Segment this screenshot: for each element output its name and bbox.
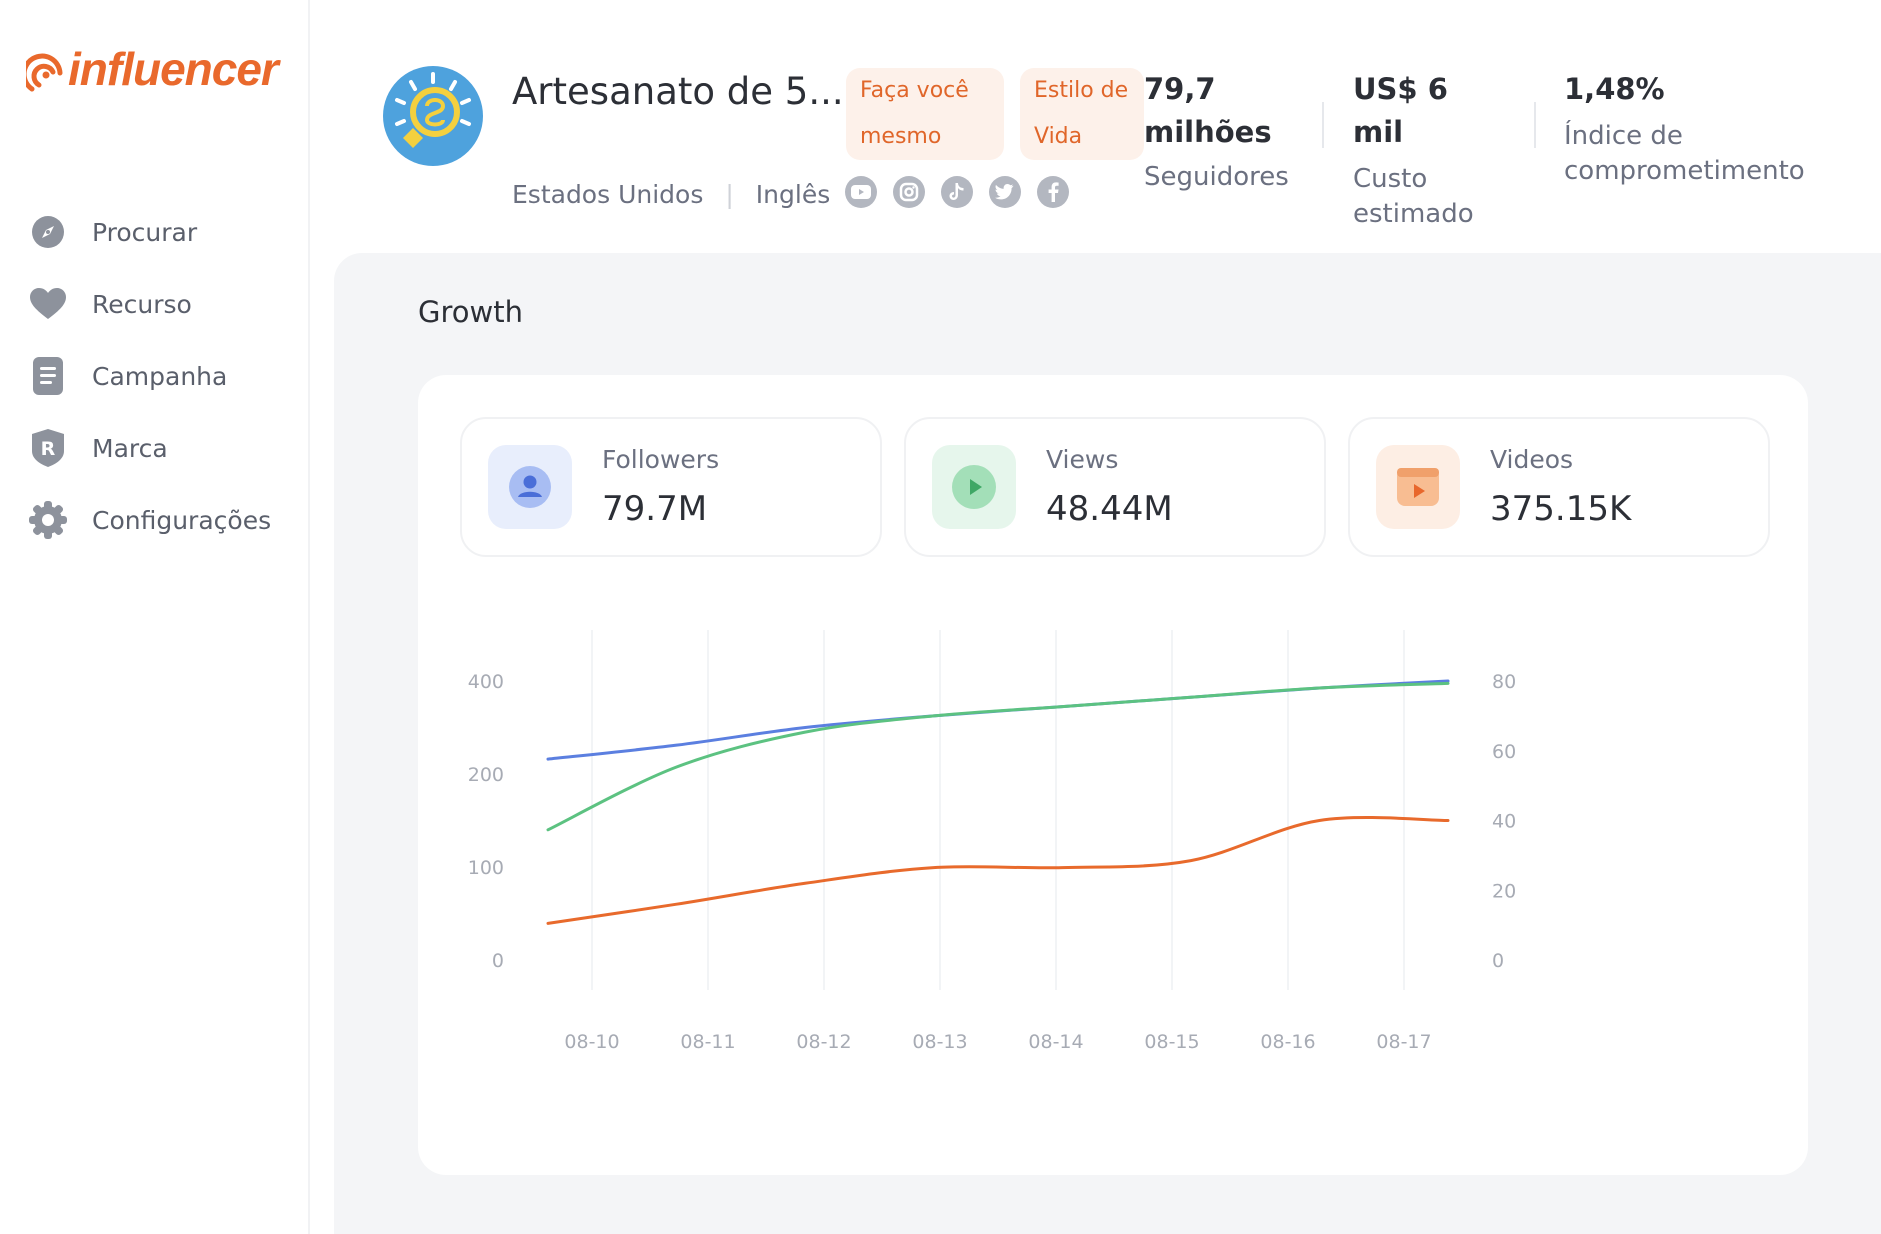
x-tick-label: 08-17 bbox=[1376, 1031, 1431, 1053]
category-tag[interactable]: Estilo de Vida bbox=[1020, 68, 1144, 160]
sidebar-item-procurar[interactable]: Procurar bbox=[28, 196, 271, 268]
y-left-tick-label: 100 bbox=[468, 857, 504, 879]
facebook-icon[interactable] bbox=[1037, 176, 1069, 208]
sidebar-nav: Procurar Recurso Campanha R Marca bbox=[28, 196, 271, 556]
logo-text: influencer bbox=[68, 43, 279, 95]
y-right-tick-label: 20 bbox=[1492, 880, 1516, 902]
play-icon bbox=[932, 445, 1016, 529]
sidebar-item-label: Marca bbox=[92, 433, 168, 463]
stat-divider bbox=[1534, 102, 1536, 148]
x-tick-label: 08-16 bbox=[1260, 1031, 1315, 1053]
sidebar-item-label: Recurso bbox=[92, 289, 192, 319]
sidebar-item-label: Procurar bbox=[92, 217, 198, 247]
social-links bbox=[845, 176, 1069, 208]
metric-value: 375.15K bbox=[1490, 489, 1632, 529]
stat-label: Seguidores bbox=[1144, 162, 1289, 192]
category-tag[interactable]: Faça você mesmo bbox=[846, 68, 1004, 160]
series-line-2 bbox=[546, 816, 1450, 925]
stat-followers: 79,7 milhões Seguidores bbox=[1144, 68, 1294, 195]
sidebar-item-recurso[interactable]: Recurso bbox=[28, 268, 271, 340]
svg-text:R: R bbox=[41, 438, 56, 460]
sidebar-item-campanha[interactable]: Campanha bbox=[28, 340, 271, 412]
series-line-1 bbox=[546, 681, 1450, 832]
sidebar-item-label: Configurações bbox=[92, 505, 272, 535]
instagram-icon[interactable] bbox=[893, 176, 925, 208]
main-content: Growth Followers 79.7M Views 48.44M Vide… bbox=[334, 253, 1881, 1234]
profile-name: Artesanato de 5... bbox=[512, 70, 844, 113]
section-title: Growth bbox=[418, 295, 523, 329]
y-right-tick-label: 60 bbox=[1492, 741, 1516, 763]
metric-label: Videos bbox=[1490, 445, 1574, 474]
growth-chart: 08-10 08-11 08-12 08-13 08-14 08-15 08-16 08-17… bbox=[468, 630, 1516, 1053]
sidebar-item-marca[interactable]: R Marca bbox=[28, 412, 271, 484]
stat-value: US$ 6 mil bbox=[1353, 72, 1448, 149]
sidebar: influencer Procurar Recurso Campanha R M… bbox=[0, 0, 310, 1234]
y-right-tick-label: 0 bbox=[1492, 950, 1504, 972]
user-icon bbox=[488, 445, 572, 529]
x-tick-label: 08-15 bbox=[1144, 1031, 1199, 1053]
stat-label: Custo estimado bbox=[1353, 164, 1474, 229]
profile-language: Inglês bbox=[755, 180, 831, 209]
avatar[interactable] bbox=[383, 66, 483, 166]
metric-value: 79.7M bbox=[602, 489, 708, 529]
x-tick-label: 08-13 bbox=[912, 1031, 967, 1053]
x-tick-label: 08-12 bbox=[796, 1031, 851, 1053]
stat-divider bbox=[1322, 102, 1324, 148]
profile-header: Artesanato de 5... Estados Unidos | Ingl… bbox=[310, 0, 1881, 253]
metric-card-views: Views 48.44M bbox=[904, 417, 1326, 557]
y-right-tick-label: 40 bbox=[1492, 811, 1516, 833]
twitter-icon[interactable] bbox=[989, 176, 1021, 208]
logo-signal-icon bbox=[26, 53, 63, 92]
youtube-icon[interactable] bbox=[845, 176, 877, 208]
meta-divider: | bbox=[725, 180, 734, 209]
document-icon bbox=[28, 356, 68, 396]
y-left-tick-label: 0 bbox=[492, 950, 504, 972]
video-icon bbox=[1376, 445, 1460, 529]
heart-icon bbox=[28, 284, 68, 324]
app-logo[interactable]: influencer bbox=[26, 42, 279, 96]
y-left-tick-label: 400 bbox=[468, 671, 504, 693]
y-left-tick-label: 200 bbox=[468, 764, 504, 786]
stat-estimated-cost: US$ 6 mil Custo estimado bbox=[1353, 68, 1503, 232]
x-tick-label: 08-10 bbox=[564, 1031, 619, 1053]
sidebar-item-label: Campanha bbox=[92, 361, 228, 391]
metric-label: Views bbox=[1046, 445, 1119, 474]
tiktok-icon[interactable] bbox=[941, 176, 973, 208]
metric-card-videos: Videos 375.15K bbox=[1348, 417, 1770, 557]
stat-label: Índice de comprometimento bbox=[1564, 121, 1805, 186]
stat-value: 1,48% bbox=[1564, 72, 1665, 106]
gear-icon bbox=[28, 500, 68, 540]
profile-meta: Estados Unidos | Inglês bbox=[512, 180, 830, 209]
sidebar-item-configuracoes[interactable]: Configurações bbox=[28, 484, 271, 556]
compass-icon bbox=[28, 212, 68, 252]
metric-label: Followers bbox=[602, 445, 720, 474]
profile-country: Estados Unidos bbox=[512, 180, 704, 209]
y-right-tick-label: 80 bbox=[1492, 671, 1516, 693]
x-tick-label: 08-11 bbox=[680, 1031, 735, 1053]
metric-card-followers: Followers 79.7M bbox=[460, 417, 882, 557]
stat-engagement-rate: 1,48% Índice de comprometimento bbox=[1564, 68, 1814, 189]
growth-card: Followers 79.7M Views 48.44M Videos 375.… bbox=[418, 375, 1808, 1175]
metric-value: 48.44M bbox=[1046, 489, 1173, 529]
x-tick-label: 08-14 bbox=[1028, 1031, 1083, 1053]
stat-value: 79,7 milhões bbox=[1144, 72, 1272, 149]
brand-shield-icon: R bbox=[28, 428, 68, 468]
series-line-0 bbox=[546, 679, 1450, 761]
